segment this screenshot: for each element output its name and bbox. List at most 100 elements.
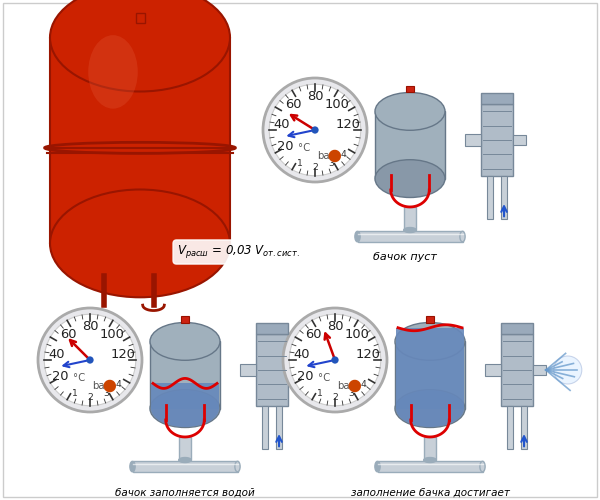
Bar [465,134,481,146]
Ellipse shape [375,160,445,198]
Text: bar: bar [337,381,354,391]
Text: $V_{\mathit{расш}}$ = 0,03 $V_{\mathit{от. сист.}}$: $V_{\mathit{расш}}$ = 0,03 $V_{\mathit{о… [176,244,299,260]
Text: 40: 40 [49,348,65,360]
Text: 100: 100 [99,328,124,340]
Ellipse shape [235,462,240,472]
Text: 1: 1 [316,390,322,398]
Bar [426,316,434,322]
Bar [481,93,513,104]
Bar [262,406,268,449]
Bar [395,342,465,408]
Circle shape [289,314,381,406]
Circle shape [38,308,142,412]
Text: 3: 3 [348,390,354,398]
Bar [375,112,445,178]
Text: 2: 2 [332,393,338,402]
Ellipse shape [44,142,235,154]
Bar [406,86,414,92]
Text: bar: bar [92,381,109,391]
Text: 60: 60 [285,98,302,110]
Text: bar: bar [317,151,334,161]
Text: 20: 20 [298,370,314,384]
Text: 100: 100 [324,98,349,110]
Bar [521,406,527,449]
Circle shape [331,356,338,364]
Text: 2: 2 [312,163,318,172]
Bar [256,323,288,334]
Text: 120: 120 [356,348,381,360]
Text: 20: 20 [277,140,294,153]
Bar [487,176,493,219]
Ellipse shape [50,190,230,298]
Circle shape [554,356,582,384]
Text: °C: °C [73,373,86,383]
Wedge shape [104,380,116,392]
Text: 4: 4 [116,380,122,388]
Text: 1: 1 [296,160,302,168]
Text: 80: 80 [307,90,323,102]
Text: заполнение бачка достигает: заполнение бачка достигает [350,488,509,498]
Ellipse shape [404,228,416,232]
Ellipse shape [179,458,191,462]
Bar [288,364,301,376]
Text: 2: 2 [87,393,93,402]
Bar [404,207,416,230]
Bar [424,437,436,460]
Ellipse shape [375,92,445,130]
Text: 40: 40 [293,348,310,360]
Text: 3: 3 [103,390,109,398]
Bar [136,13,145,23]
Bar [151,384,219,408]
Wedge shape [329,150,341,162]
Text: 3: 3 [328,160,334,168]
Bar [481,104,513,176]
Circle shape [311,126,319,134]
Text: 60: 60 [305,328,322,340]
Ellipse shape [460,232,465,242]
Bar [501,176,507,219]
Ellipse shape [375,462,380,472]
Bar [533,364,546,376]
Text: 40: 40 [274,118,290,130]
Bar [485,364,501,376]
Bar [276,406,282,449]
Text: 100: 100 [344,328,369,340]
Ellipse shape [150,322,220,360]
Bar [501,334,533,406]
Circle shape [263,78,367,182]
Text: 80: 80 [327,320,343,332]
Bar [150,342,220,408]
Bar [50,38,230,244]
Text: 1: 1 [71,390,77,398]
Text: 120: 120 [336,118,361,130]
Bar [133,462,238,472]
Circle shape [283,308,387,412]
Bar [240,364,256,376]
Bar [513,134,526,145]
Bar [179,437,191,460]
Text: 4: 4 [341,150,347,158]
Ellipse shape [395,322,465,360]
Ellipse shape [355,232,360,242]
Bar [507,406,513,449]
Bar [501,323,533,334]
Bar [256,334,288,406]
Ellipse shape [395,390,465,428]
Text: °C: °C [319,373,331,383]
Ellipse shape [396,390,464,427]
Text: 80: 80 [82,320,98,332]
Bar [396,328,464,408]
Text: 20: 20 [52,370,69,384]
Circle shape [269,84,361,176]
Ellipse shape [424,458,436,462]
Ellipse shape [151,390,219,427]
Bar [181,316,189,322]
Circle shape [44,314,136,406]
Text: 4: 4 [361,380,367,388]
Ellipse shape [150,390,220,428]
Text: 60: 60 [60,328,77,340]
Text: бачок заполняется водой: бачок заполняется водой [115,488,255,498]
Ellipse shape [50,0,230,92]
Ellipse shape [88,35,138,108]
Ellipse shape [480,462,485,472]
